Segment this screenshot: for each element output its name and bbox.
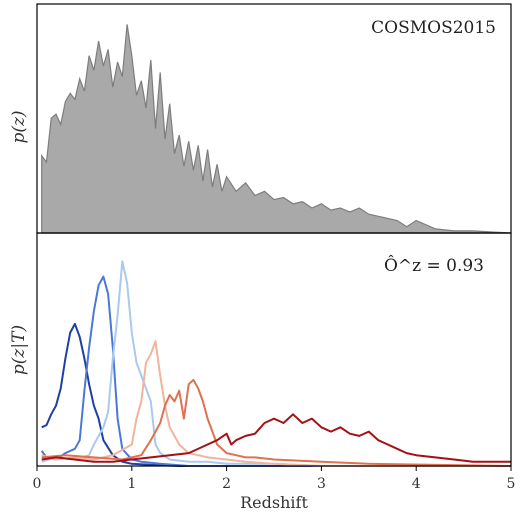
pz-area [41, 24, 512, 234]
series-line-2 [40, 275, 511, 467]
x-tick-label-5: 5 [507, 476, 516, 492]
x-tick-label-3: 3 [317, 476, 326, 492]
x-axis-label: Redshift [240, 493, 308, 512]
bottom-annotation: Ô^z = 0.93 [384, 255, 484, 276]
top-annotation: COSMOS2015 [371, 18, 496, 38]
series-line-3 [41, 260, 511, 467]
x-tick-label-4: 4 [412, 476, 421, 492]
bottom-panel: Ô^z = 0.93 p(z|T) [9, 255, 512, 467]
x-tick-label-2: 2 [222, 476, 231, 492]
x-tick-label-1: 1 [127, 476, 136, 492]
top-ylabel: p(z) [9, 110, 29, 143]
series-line-4 [41, 340, 511, 467]
x-tick-label-0: 0 [33, 476, 42, 492]
series-line-5 [41, 378, 512, 467]
bottom-ylabel: p(z|T) [9, 325, 29, 375]
bottom-frame [36, 232, 512, 467]
top-panel: COSMOS2015 p(z) [9, 18, 512, 234]
pzT-lines [40, 260, 512, 467]
series-line-6 [41, 413, 511, 463]
x-axis-ticks: 0 1 2 3 4 5 [33, 466, 516, 492]
